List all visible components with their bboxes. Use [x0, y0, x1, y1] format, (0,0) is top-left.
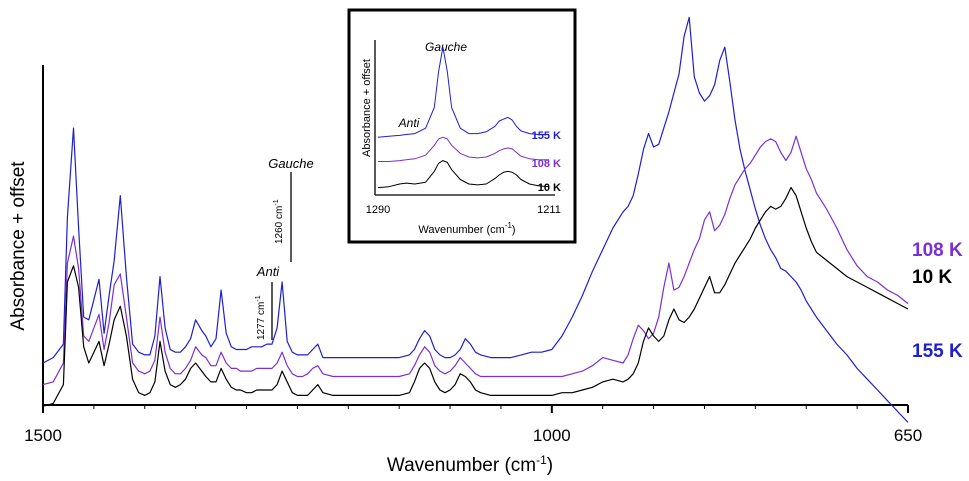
peak-annotations: Gauche 1260 cm-1 Anti 1277 cm-1 [255, 156, 314, 340]
inset-x-tick-label-left: 1290 [366, 204, 390, 216]
inset-panel: 1290 1211 Wavenumber (cm-1) Absorbance +… [347, 8, 577, 244]
inset-series-line-108k [378, 136, 549, 162]
series-label: 155 K [912, 341, 963, 362]
inset-frame [347, 8, 577, 244]
inset-series-line-10k [377, 160, 550, 189]
inset-x-axis-title: Wavenumber (cm-1) [418, 221, 515, 236]
gauche-wavenumber-label: 1260 cm-1 [273, 199, 285, 244]
inset-series-label: 108 K [532, 158, 561, 170]
x-tick-label: 650 [894, 426, 922, 445]
x-tick-labels: 1500 1000 650 [24, 426, 922, 445]
series-line-108k [42, 135, 909, 386]
inset-series-line-155k [377, 46, 549, 138]
x-tick-label: 1000 [533, 426, 571, 445]
inset-y-axis-title: Absorbance + offset [361, 59, 373, 157]
inset-gauche-annotation: Gauche [425, 40, 467, 54]
main-series-group [42, 16, 909, 423]
gauche-annotation: Gauche [268, 156, 314, 171]
series-line-155k [42, 16, 909, 423]
inset-x-tick-label-right: 1211 [537, 204, 561, 216]
x-axis-title: Wavenumber (cm-1) [387, 453, 553, 476]
inset-series-labels: 155 K 108 K 10 K [532, 130, 561, 194]
series-line-10k [42, 186, 909, 407]
y-axis-title: Absorbance + offset [8, 161, 29, 331]
series-label: 10 K [912, 267, 952, 288]
main-series-labels: 155 K 108 K 10 K [912, 240, 963, 362]
series-label: 108 K [912, 240, 963, 261]
inset-series-group [377, 46, 550, 189]
anti-annotation: Anti [256, 264, 281, 279]
main-axes: 1500 1000 650 Wavenumber (cm-1) Absorbance… [8, 65, 922, 476]
x-tick-marks [42, 405, 909, 413]
inset-series-label: 10 K [538, 182, 561, 194]
x-tick-label: 1500 [24, 426, 62, 445]
inset-series-label: 155 K [532, 130, 561, 142]
anti-wavenumber-label: 1277 cm-1 [255, 295, 267, 340]
inset-anti-annotation: Anti [398, 116, 420, 130]
